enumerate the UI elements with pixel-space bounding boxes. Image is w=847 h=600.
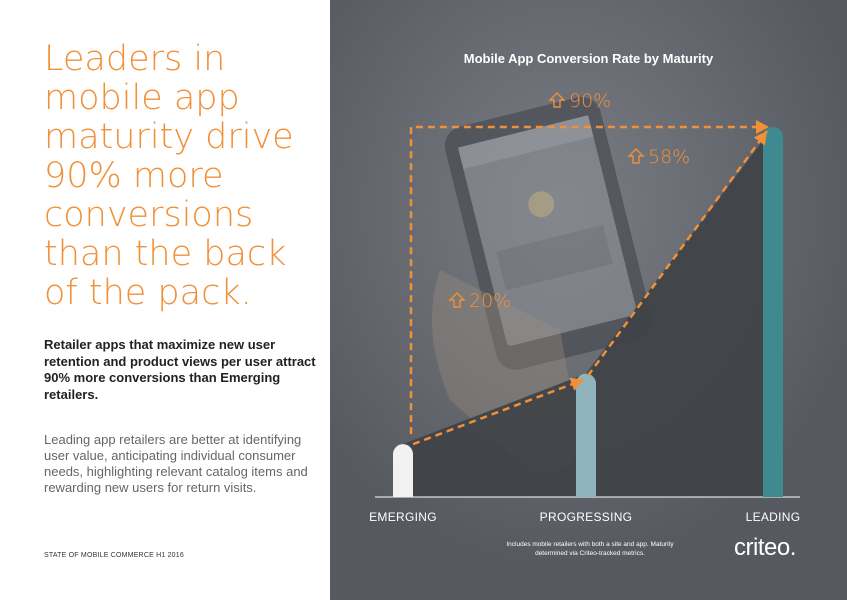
x-tick-label-emerging: EMERGING xyxy=(369,510,437,524)
phone-silhouette xyxy=(444,96,653,370)
increase-label-90: 90% xyxy=(548,90,611,112)
bar-base-progressing xyxy=(576,487,596,497)
report-footer: STATE OF MOBILE COMMERCE H1 2016 xyxy=(44,552,184,559)
x-tick-label-progressing: PROGRESSING xyxy=(539,510,633,524)
increase-value: 58% xyxy=(648,146,691,168)
arrowhead-leading xyxy=(753,131,767,146)
bar-base-leading xyxy=(763,487,783,497)
up-arrow-icon xyxy=(548,92,566,108)
bar-emerging xyxy=(393,444,413,497)
increase-label-58: 58% xyxy=(627,146,690,168)
body-paragraph: Leading app retailers are better at iden… xyxy=(44,432,308,495)
up-arrow-icon xyxy=(627,148,645,164)
arrow-emerging-to-progressing xyxy=(412,378,585,446)
subheadline: Retailer apps that maximize new user ret… xyxy=(44,337,316,402)
headline: Leaders in mobile app maturity drive 90%… xyxy=(44,39,294,313)
chart-footnote: Includes mobile retailers with both a si… xyxy=(506,541,674,557)
phone-photo-background xyxy=(330,0,847,600)
up-arrow-icon xyxy=(448,292,466,308)
arrow-emerging-to-leading xyxy=(409,125,761,435)
increase-value: 20% xyxy=(469,290,512,312)
arrow-progressing-to-leading xyxy=(586,130,769,377)
bar-base-emerging xyxy=(393,487,413,497)
x-tick-label-leading: LEADING xyxy=(745,510,801,524)
chart-panel: Mobile App Conversion Rate by Maturity 2… xyxy=(330,0,847,600)
conversion-area-shape xyxy=(403,127,773,497)
arrowhead-leading-top xyxy=(756,120,769,134)
increase-label-20: 20% xyxy=(448,290,511,312)
chart-title: Mobile App Conversion Rate by Maturity xyxy=(463,51,714,66)
bar-progressing xyxy=(576,373,596,497)
increase-value: 90% xyxy=(569,90,612,112)
arrowhead-progressing xyxy=(569,377,584,391)
criteo-logo: criteo. xyxy=(734,534,796,561)
bar-leading xyxy=(763,127,783,497)
text-panel: Leaders in mobile app maturity drive 90%… xyxy=(0,0,330,600)
